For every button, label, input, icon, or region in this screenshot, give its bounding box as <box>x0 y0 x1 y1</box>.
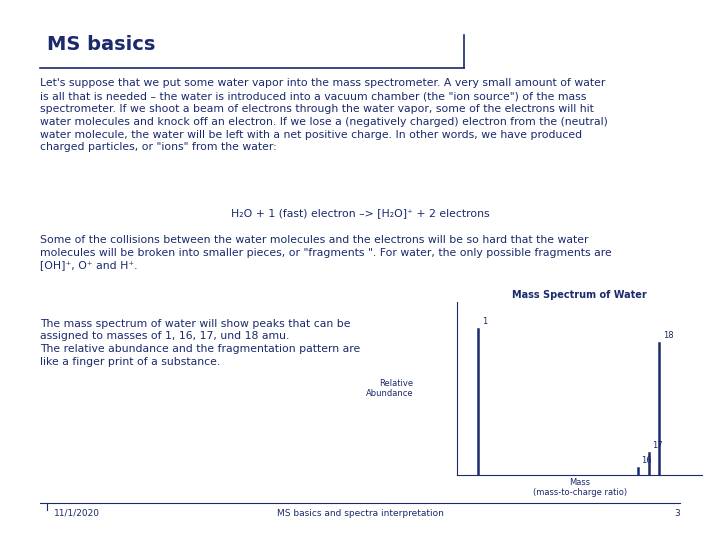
Text: Some of the collisions between the water molecules and the electrons will be so : Some of the collisions between the water… <box>40 235 611 271</box>
Text: 11/1/2020: 11/1/2020 <box>54 509 100 518</box>
X-axis label: Mass
(mass-to-charge ratio): Mass (mass-to-charge ratio) <box>533 478 626 497</box>
Text: The mass spectrum of water will show peaks that can be
assigned to masses of 1, : The mass spectrum of water will show pea… <box>40 319 360 367</box>
Text: MS basics: MS basics <box>47 35 156 54</box>
Title: Mass Spectrum of Water: Mass Spectrum of Water <box>512 290 647 300</box>
Text: 1: 1 <box>482 317 487 326</box>
Text: Let's suppose that we put some water vapor into the mass spectrometer. A very sm: Let's suppose that we put some water vap… <box>40 78 608 152</box>
Text: H₂O + 1 (fast) electron –> [H₂O]⁺ + 2 electrons: H₂O + 1 (fast) electron –> [H₂O]⁺ + 2 el… <box>230 208 490 218</box>
Y-axis label: Relative
Abundance: Relative Abundance <box>366 379 413 399</box>
Text: MS basics and spectra interpretation: MS basics and spectra interpretation <box>276 509 444 518</box>
Text: 3: 3 <box>675 509 680 518</box>
Text: 16: 16 <box>642 456 652 465</box>
Text: 17: 17 <box>652 441 662 450</box>
Text: 18: 18 <box>662 332 673 341</box>
